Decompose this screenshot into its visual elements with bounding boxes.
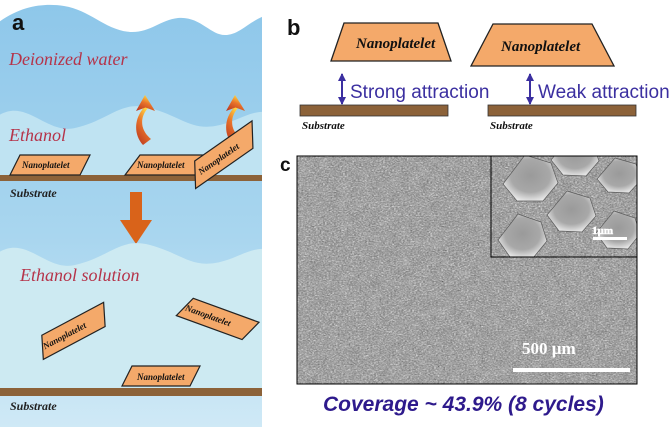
svg-text:b: b [287,15,300,40]
svg-text:c: c [280,155,291,176]
svg-text:Ethanol: Ethanol [8,125,66,145]
svg-text:500 µm: 500 µm [522,339,576,358]
svg-text:Substrate: Substrate [302,120,345,132]
svg-text:Nanoplatelet: Nanoplatelet [355,36,436,52]
svg-text:Ethanol solution: Ethanol solution [19,265,140,285]
svg-text:Substrate: Substrate [10,399,57,413]
svg-text:Nanoplatelet: Nanoplatelet [136,372,185,382]
svg-text:1µm: 1µm [592,225,613,237]
svg-text:Strong attraction: Strong attraction [350,82,489,103]
svg-text:Nanoplatelet: Nanoplatelet [136,160,185,170]
svg-text:Coverage ~ 43.9% (8 cycles): Coverage ~ 43.9% (8 cycles) [323,393,604,416]
svg-text:Deionized water: Deionized water [8,49,128,69]
svg-text:Substrate: Substrate [490,120,533,132]
svg-text:Substrate: Substrate [10,186,57,200]
svg-text:Nanoplatelet: Nanoplatelet [21,160,70,170]
svg-text:a: a [12,10,25,35]
svg-text:Weak attraction: Weak attraction [538,82,670,103]
svg-text:Nanoplatelet: Nanoplatelet [500,39,581,55]
